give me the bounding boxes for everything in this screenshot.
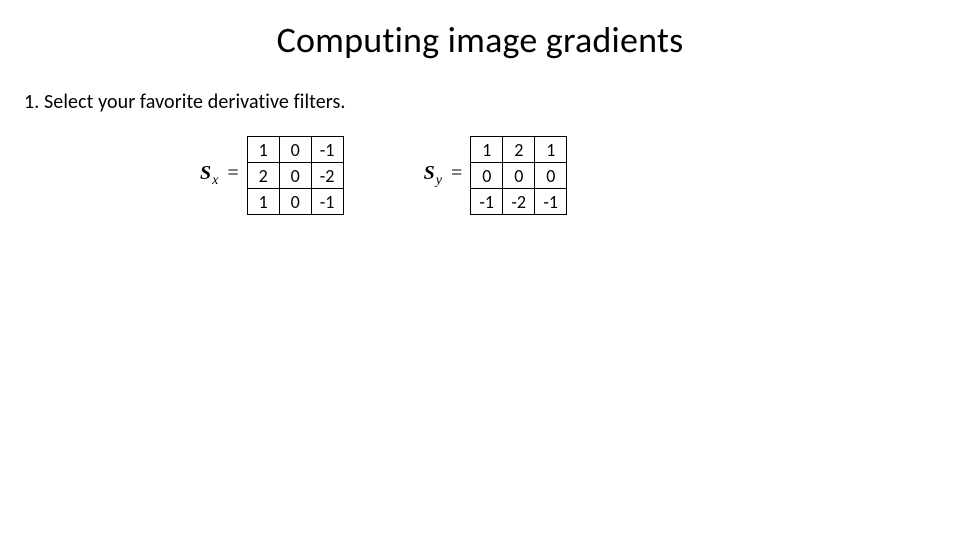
sx-equals: = [227,162,238,184]
sy-subscript: y [436,173,442,188]
matrix-cell: 0 [279,189,311,215]
matrix-cell: 0 [279,163,311,189]
table-row: 1 0 -1 [247,189,343,215]
sy-symbol: S [424,162,435,184]
table-row: 1 0 -1 [247,137,343,163]
sy-equals: = [451,162,462,184]
table-row: 0 0 0 [471,163,567,189]
matrix-cell: 1 [471,137,503,163]
step-1-text: 1. Select your favorite derivative filte… [0,90,960,114]
matrix-cell: -1 [311,189,343,215]
matrix-cell: 1 [247,137,279,163]
sx-subscript: x [212,173,218,188]
sx-matrix: 1 0 -1 2 0 -2 1 0 -1 [247,136,344,215]
page-title: Computing image gradients [0,0,960,62]
filters-row: Sx = 1 0 -1 2 0 -2 1 0 -1 Sy = [0,136,960,215]
matrix-cell: 1 [247,189,279,215]
matrix-cell: -1 [535,189,567,215]
table-row: 1 2 1 [471,137,567,163]
matrix-cell: 0 [535,163,567,189]
matrix-cell: -2 [503,189,535,215]
matrix-cell: 2 [503,137,535,163]
matrix-cell: -2 [311,163,343,189]
sx-label: Sx = [200,162,239,189]
sy-filter-block: Sy = 1 2 1 0 0 0 -1 -2 -1 [424,136,568,215]
matrix-cell: -1 [471,189,503,215]
table-row: -1 -2 -1 [471,189,567,215]
matrix-cell: 1 [535,137,567,163]
sy-label: Sy = [424,162,463,189]
matrix-cell: 0 [279,137,311,163]
matrix-cell: 2 [247,163,279,189]
matrix-cell: -1 [311,137,343,163]
sx-symbol: S [200,162,211,184]
matrix-cell: 0 [471,163,503,189]
sy-matrix: 1 2 1 0 0 0 -1 -2 -1 [470,136,567,215]
sx-filter-block: Sx = 1 0 -1 2 0 -2 1 0 -1 [200,136,344,215]
matrix-cell: 0 [503,163,535,189]
table-row: 2 0 -2 [247,163,343,189]
